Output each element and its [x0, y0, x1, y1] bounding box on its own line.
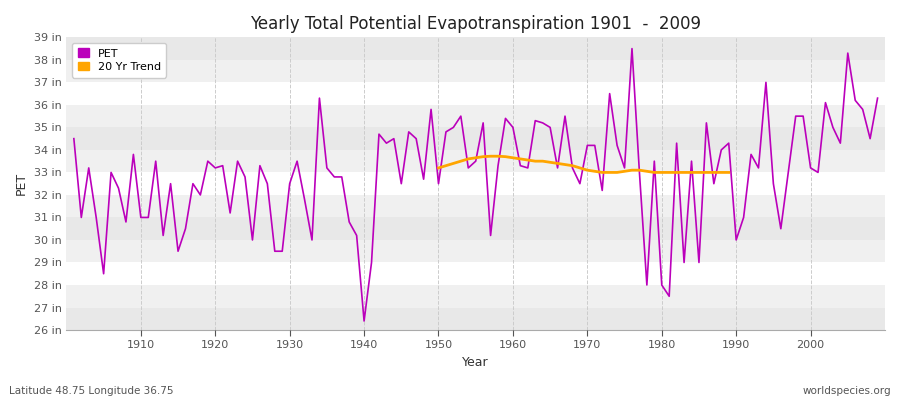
20 Yr Trend — [634, 168, 644, 172]
20 Yr Trend — [612, 170, 623, 175]
20 Yr Trend — [478, 154, 489, 159]
PET — [337, 174, 347, 179]
PET — [515, 163, 526, 168]
20 Yr Trend — [716, 170, 726, 175]
PET — [508, 125, 518, 130]
20 Yr Trend — [626, 168, 637, 172]
Legend: PET, 20 Yr Trend: PET, 20 Yr Trend — [72, 43, 166, 78]
20 Yr Trend — [708, 170, 719, 175]
Bar — [67, 127, 885, 150]
Bar — [67, 308, 885, 330]
20 Yr Trend — [530, 159, 541, 164]
20 Yr Trend — [433, 166, 444, 170]
20 Yr Trend — [553, 161, 563, 166]
Line: PET: PET — [74, 48, 878, 321]
20 Yr Trend — [515, 156, 526, 161]
X-axis label: Year: Year — [463, 356, 489, 369]
Bar — [67, 262, 885, 285]
20 Yr Trend — [597, 170, 608, 175]
20 Yr Trend — [500, 154, 511, 159]
Text: Latitude 48.75 Longitude 36.75: Latitude 48.75 Longitude 36.75 — [9, 386, 174, 396]
PET — [292, 159, 302, 164]
20 Yr Trend — [582, 168, 593, 172]
20 Yr Trend — [664, 170, 675, 175]
PET — [128, 152, 139, 157]
Line: 20 Yr Trend: 20 Yr Trend — [438, 156, 729, 172]
20 Yr Trend — [604, 170, 615, 175]
20 Yr Trend — [560, 162, 571, 167]
PET — [68, 136, 79, 141]
20 Yr Trend — [619, 169, 630, 174]
20 Yr Trend — [649, 170, 660, 175]
20 Yr Trend — [642, 169, 652, 174]
20 Yr Trend — [471, 155, 482, 160]
PET — [359, 319, 370, 324]
20 Yr Trend — [679, 170, 689, 175]
20 Yr Trend — [440, 163, 451, 168]
PET — [626, 46, 637, 51]
20 Yr Trend — [492, 154, 503, 159]
20 Yr Trend — [522, 158, 533, 162]
20 Yr Trend — [485, 154, 496, 159]
PET — [872, 96, 883, 100]
20 Yr Trend — [508, 155, 518, 160]
PET — [604, 91, 615, 96]
20 Yr Trend — [537, 159, 548, 164]
Bar — [67, 172, 885, 195]
20 Yr Trend — [448, 161, 459, 166]
20 Yr Trend — [686, 170, 697, 175]
Title: Yearly Total Potential Evapotranspiration 1901  -  2009: Yearly Total Potential Evapotranspiratio… — [250, 15, 701, 33]
20 Yr Trend — [455, 159, 466, 164]
Text: worldspecies.org: worldspecies.org — [803, 386, 891, 396]
Y-axis label: PET: PET — [15, 172, 28, 195]
20 Yr Trend — [567, 163, 578, 168]
20 Yr Trend — [590, 169, 600, 174]
Bar — [67, 218, 885, 240]
20 Yr Trend — [671, 170, 682, 175]
Bar — [67, 82, 885, 105]
20 Yr Trend — [544, 160, 555, 165]
Bar — [67, 37, 885, 60]
20 Yr Trend — [724, 170, 734, 175]
20 Yr Trend — [701, 170, 712, 175]
20 Yr Trend — [574, 166, 585, 170]
20 Yr Trend — [656, 170, 667, 175]
20 Yr Trend — [694, 170, 705, 175]
20 Yr Trend — [463, 156, 473, 161]
